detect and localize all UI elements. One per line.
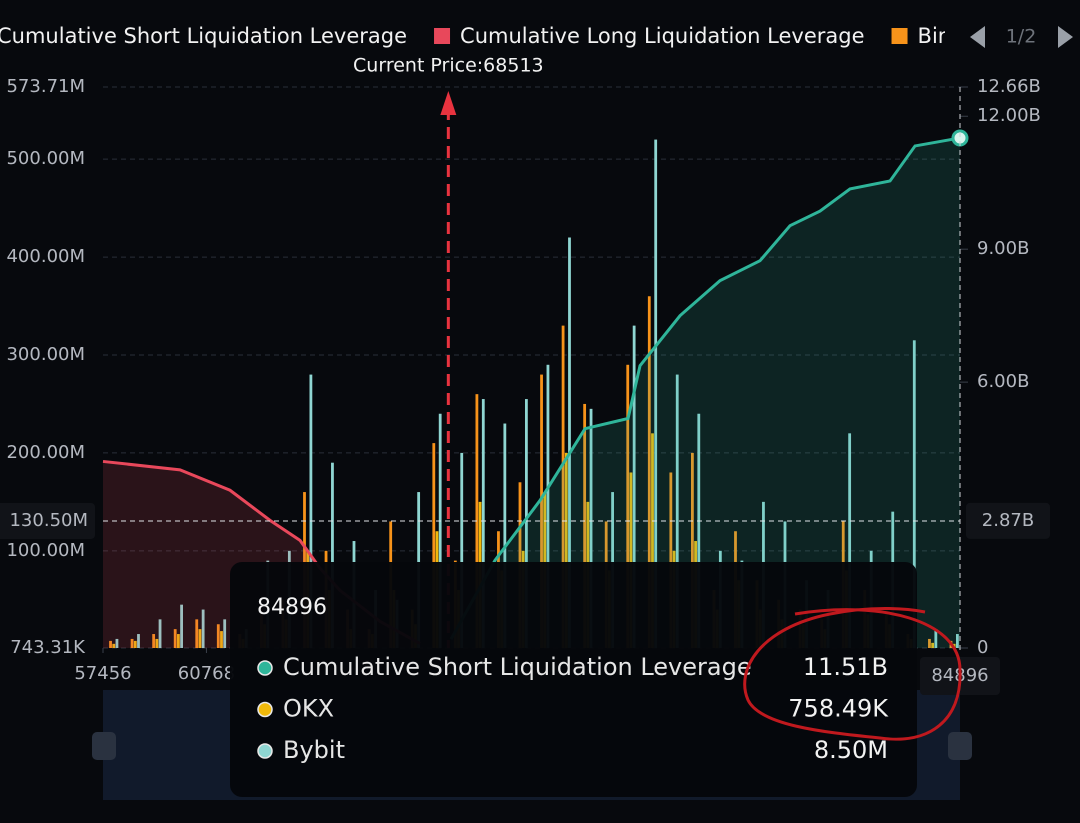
bar xyxy=(432,443,436,648)
y-tick-label: 200.00M xyxy=(6,442,85,463)
bar xyxy=(568,237,571,648)
y-tick-label: 400.00M xyxy=(6,246,85,267)
bar xyxy=(115,638,119,648)
bar xyxy=(216,624,220,648)
line xyxy=(449,136,961,640)
bar xyxy=(130,638,134,648)
bar xyxy=(564,452,568,648)
bar xyxy=(647,296,651,648)
bar xyxy=(331,462,334,648)
bar xyxy=(651,433,654,648)
y-tick-label: 100.00M xyxy=(6,540,85,561)
legend-swatch xyxy=(891,28,908,44)
tooltip-box xyxy=(230,562,917,797)
bar xyxy=(309,374,313,648)
x-tick-label: 60768 xyxy=(178,663,235,684)
bar xyxy=(180,604,183,648)
navigator-handle[interactable] xyxy=(92,732,116,760)
bar xyxy=(524,399,528,648)
crosshair-label-box xyxy=(0,502,95,539)
bar xyxy=(460,452,464,648)
y-tick-label: 500.00M xyxy=(6,148,85,169)
tooltip-title: 84896 xyxy=(257,595,327,620)
tooltip-name: Cumulative Short Liquidation Leverage xyxy=(283,653,752,681)
navigator-handle[interactable] xyxy=(948,732,972,760)
bar xyxy=(697,413,701,648)
legend-prev[interactable] xyxy=(970,26,985,48)
tooltip-dot xyxy=(257,660,273,676)
bar xyxy=(690,452,694,648)
bar xyxy=(158,619,162,648)
bar xyxy=(848,433,852,648)
bar xyxy=(540,374,543,648)
bar xyxy=(155,638,159,648)
tooltip-value: 8.50M xyxy=(814,736,888,764)
y2-tick-label: 6.00B xyxy=(977,371,1029,392)
crosshair-y2-label: 2.87B xyxy=(982,510,1034,531)
bar xyxy=(112,643,116,648)
bar xyxy=(561,325,565,648)
bar xyxy=(503,423,507,648)
bar xyxy=(481,399,485,648)
legend-page: 1/2 xyxy=(1006,26,1037,48)
bar xyxy=(669,472,673,648)
tooltip-value: 758.49K xyxy=(788,695,889,723)
tooltip-value: 11.51B xyxy=(803,653,888,681)
legend: Cumulative Short Liquidation Leverage Cum… xyxy=(0,24,1002,48)
bar xyxy=(955,634,959,648)
bar xyxy=(223,619,227,648)
legend-next[interactable] xyxy=(1058,26,1073,48)
bar xyxy=(201,609,205,648)
tooltip-dot xyxy=(257,743,273,759)
tooltip-name: OKX xyxy=(283,695,334,723)
bar xyxy=(133,640,137,648)
crosshair-y-label: 130.50M xyxy=(9,510,88,531)
bar xyxy=(654,139,658,648)
bar xyxy=(220,631,223,648)
bar xyxy=(632,325,636,648)
bar xyxy=(931,642,935,648)
tooltip-name: Bybit xyxy=(283,736,345,764)
bar xyxy=(176,634,180,648)
bar xyxy=(109,640,112,648)
y-tick-label: 743.31K xyxy=(10,637,86,658)
bar xyxy=(173,629,177,648)
bar xyxy=(198,629,202,648)
y2-tick-label: 12.00B xyxy=(977,105,1041,126)
bar xyxy=(589,408,593,648)
bar xyxy=(626,364,630,648)
crosshair-label-box xyxy=(966,502,1050,539)
y-tick-label: 573.71M xyxy=(6,76,85,97)
bar xyxy=(152,634,156,648)
bar xyxy=(137,634,140,648)
x-tick-label: 57456 xyxy=(74,663,131,684)
legend-swatch xyxy=(434,28,451,44)
y2-tick-label: 12.66B xyxy=(977,76,1041,97)
legend-label: Cumulative Short Liquidation Leverage xyxy=(0,24,407,48)
y2-tick-label: 0 xyxy=(977,637,988,658)
legend-label: Binance xyxy=(918,24,1002,48)
bar xyxy=(629,472,633,648)
tooltip-dot xyxy=(257,701,273,718)
tooltip: 84896 Cumulative Short Liquidation Levera… xyxy=(230,562,917,797)
bar xyxy=(546,364,550,648)
current-price-arrow xyxy=(440,91,457,115)
bar xyxy=(912,340,916,648)
bar xyxy=(675,374,679,648)
bar xyxy=(928,638,931,648)
bar xyxy=(583,403,587,648)
y2-tick-label: 9.00B xyxy=(977,238,1029,259)
current-price-label: Current Price:68513 xyxy=(353,55,544,77)
hand-annotation xyxy=(743,607,962,741)
bar xyxy=(934,629,938,648)
legend-label: Cumulative Long Liquidation Leverage xyxy=(460,24,865,48)
bar xyxy=(438,413,442,648)
y-tick-label: 300.00M xyxy=(6,344,85,365)
bar xyxy=(195,619,199,648)
